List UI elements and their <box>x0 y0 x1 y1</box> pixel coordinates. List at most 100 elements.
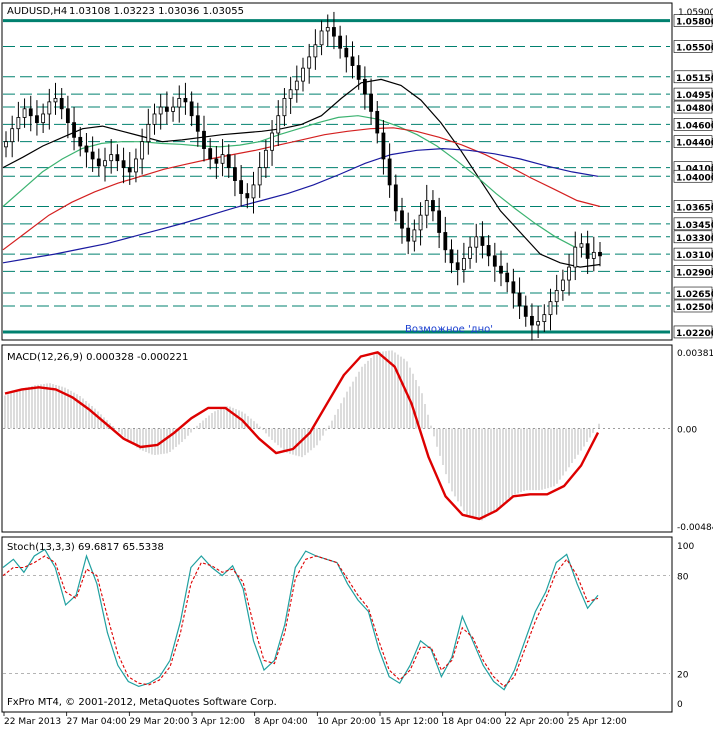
candle-body <box>257 167 262 186</box>
candle-body <box>573 246 578 268</box>
candle-body <box>393 184 398 212</box>
stoch-pane-frame[interactable] <box>1 536 673 713</box>
candle-body <box>449 249 454 264</box>
time-axis-label: 18 Apr 04:00 <box>443 717 502 727</box>
time-axis-label: 22 Mar 2013 <box>4 717 61 727</box>
stoch-axis-label: 80 <box>677 573 689 583</box>
candle-body <box>307 56 312 69</box>
level-tag <box>673 40 713 53</box>
level-tag-label: 1.04000 <box>676 173 713 183</box>
ma-line-blue <box>2 147 599 264</box>
candle-body <box>480 236 485 246</box>
level-tag-label: 1.02200 <box>676 329 713 339</box>
candle-body <box>35 115 39 124</box>
time-axis-label: 3 Apr 12:00 <box>192 717 245 727</box>
candle-body <box>146 123 151 143</box>
ma-line-black <box>2 78 601 268</box>
candle-body <box>381 132 386 160</box>
level-tag-label: 1.03300 <box>676 234 713 244</box>
macd-signal-line <box>4 351 600 521</box>
copyright-text: FxPro MT4, © 2001-2012, MetaQuotes Softw… <box>7 697 277 708</box>
candle-body <box>338 35 343 49</box>
level-tag <box>673 299 713 313</box>
candle-body <box>505 272 510 283</box>
candle-body <box>542 314 547 322</box>
candle-body <box>313 44 318 58</box>
candle-body <box>276 115 281 134</box>
candle-body <box>53 98 58 103</box>
candle-body <box>461 258 466 271</box>
candle-body <box>468 246 472 259</box>
level-tag-label: 1.04600 <box>676 121 713 131</box>
candle-body <box>560 279 565 291</box>
candle-body <box>270 132 274 151</box>
level-tag <box>673 265 713 278</box>
candle-body <box>418 214 423 231</box>
level-tag <box>673 230 713 244</box>
candle-body <box>492 255 497 267</box>
stoch-axis-label: 20 <box>677 670 689 680</box>
level-tag-label: 1.03100 <box>676 251 713 261</box>
candle-body <box>195 115 200 132</box>
time-axis-label: 29 Mar 20:00 <box>129 717 189 727</box>
level-tag <box>673 169 713 183</box>
level-tag <box>673 286 713 300</box>
candle-body <box>84 145 89 153</box>
level-tag <box>673 70 713 84</box>
candle-body <box>344 47 349 58</box>
candle-body <box>282 98 287 117</box>
macd-histogram <box>3 350 670 521</box>
level-tag-label: 1.04400 <box>676 139 713 149</box>
candle-body <box>121 160 126 169</box>
stoch-axis-label: 0 <box>677 700 683 710</box>
time-axis-label: 10 Apr 20:00 <box>317 717 376 727</box>
candle-body <box>325 27 330 32</box>
candle-body <box>406 227 411 242</box>
candle-body <box>511 281 516 294</box>
level-tag-label: 1.03650 <box>676 204 713 214</box>
level-tag-label: 1.05500 <box>676 44 713 54</box>
candle-body <box>28 108 33 117</box>
price-pane-frame[interactable] <box>1 2 673 341</box>
level-tag <box>673 325 713 339</box>
macd-axis-label: 0.00 <box>677 425 697 435</box>
level-tag-label: 1.02650 <box>676 290 713 300</box>
macd-pane-frame[interactable] <box>1 344 673 533</box>
candle-body <box>362 78 367 95</box>
macd-axis-label: -0.00484 <box>677 523 713 533</box>
candle-body <box>226 154 231 169</box>
candle-body <box>171 106 175 112</box>
candle-body <box>103 160 107 167</box>
ohlc-readout: 1.03108 1.03223 1.03036 1.03055 <box>69 6 244 17</box>
bottom-annotation: Возможное 'дно' <box>405 324 493 335</box>
candle-body <box>245 193 250 199</box>
candle-body <box>579 243 584 248</box>
candle-body <box>10 128 15 143</box>
candle-body <box>22 108 27 118</box>
candle-body <box>288 89 293 99</box>
ma-line-green <box>2 115 576 248</box>
candle-body <box>16 117 21 130</box>
candle-body <box>183 98 188 103</box>
level-tag-label: 1.04100 <box>676 165 713 175</box>
stoch-main-line <box>2 548 599 691</box>
candle-body <box>412 229 417 242</box>
stoch-signal-line <box>2 555 599 688</box>
candle-body <box>251 184 256 199</box>
candle-body <box>400 210 404 229</box>
candle-body <box>523 305 528 317</box>
candle-body <box>437 210 442 233</box>
candle-body <box>294 80 299 91</box>
candle-body <box>109 154 114 162</box>
level-tags: 1.05800 1.05500 1.05150 1.04950 1.04800 1.046… <box>673 14 713 339</box>
candle-body <box>530 315 534 326</box>
candle-body <box>517 292 522 307</box>
candle-body <box>548 301 553 316</box>
candle-body <box>78 136 83 147</box>
candle-body <box>90 151 95 160</box>
moving-averages <box>2 78 601 268</box>
level-tag-label: 1.02500 <box>676 303 713 313</box>
